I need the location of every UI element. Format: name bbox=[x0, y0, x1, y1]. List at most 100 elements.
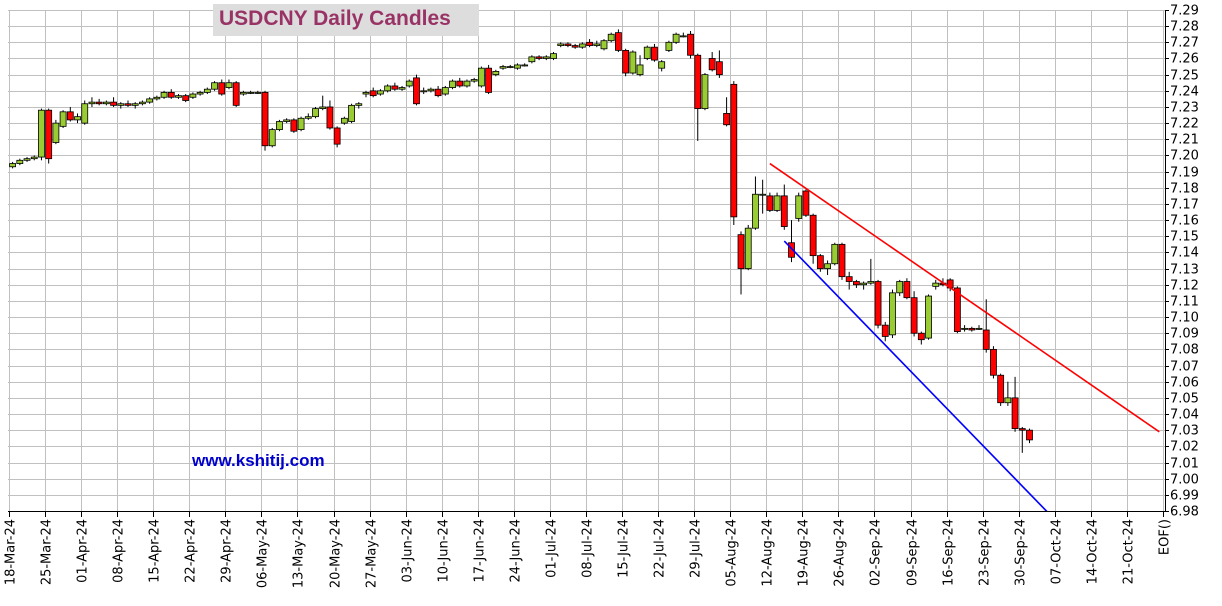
candle-body bbox=[694, 54, 702, 109]
candle-body bbox=[463, 80, 471, 87]
candle-body bbox=[845, 276, 853, 282]
x-tick-label: 18-Mar-24 bbox=[4, 519, 19, 585]
candle-body bbox=[355, 103, 363, 106]
candle-body bbox=[74, 116, 81, 121]
y-tick-label: 7.28 bbox=[1170, 20, 1199, 35]
x-tick-label: 08-Jul-24 bbox=[581, 519, 596, 578]
candle-body bbox=[730, 83, 738, 218]
watermark-link[interactable]: www.kshitij.com bbox=[192, 451, 325, 470]
candle-body bbox=[45, 109, 53, 160]
y-tick-label: 7.21 bbox=[1170, 133, 1199, 148]
x-tick-label: 02-Sep-24 bbox=[869, 519, 884, 586]
candle-body bbox=[261, 92, 269, 147]
candle-body bbox=[564, 43, 572, 46]
y-tick-label: 7.17 bbox=[1170, 198, 1199, 213]
candle-body bbox=[30, 156, 38, 160]
candle-body bbox=[521, 64, 529, 67]
candle-body bbox=[773, 195, 781, 211]
x-tick-label: 01-Jul-24 bbox=[545, 519, 560, 578]
candle-body bbox=[283, 119, 291, 122]
candle-body bbox=[571, 45, 579, 48]
candle-body bbox=[239, 92, 247, 95]
x-tick-label: 23-Sep-24 bbox=[978, 519, 993, 586]
candle-body bbox=[319, 106, 327, 109]
candle-body bbox=[593, 43, 601, 46]
x-tick-label: 07-Oct-24 bbox=[1050, 519, 1065, 584]
x-tick-label: EOF() bbox=[1158, 519, 1173, 555]
candle-body bbox=[535, 56, 543, 59]
candle-body bbox=[824, 263, 831, 269]
candle-body bbox=[867, 281, 875, 284]
y-tick-label: 7.24 bbox=[1170, 85, 1199, 100]
candle-body bbox=[117, 103, 125, 106]
candle-body bbox=[95, 101, 103, 105]
candle-body bbox=[961, 327, 968, 330]
x-tick-label: 21-Oct-24 bbox=[1122, 519, 1137, 584]
candle-body bbox=[456, 80, 464, 87]
y-tick-label: 7.06 bbox=[1170, 376, 1199, 391]
candle-body bbox=[903, 281, 911, 299]
x-tick-label: 17-Jun-24 bbox=[473, 519, 488, 583]
candle-body bbox=[369, 90, 377, 97]
x-tick-label: 19-Aug-24 bbox=[797, 519, 812, 587]
x-tick-label: 30-Sep-24 bbox=[1014, 519, 1029, 586]
candle-body bbox=[1004, 397, 1012, 404]
candle-body bbox=[816, 255, 824, 269]
candle-body bbox=[492, 71, 500, 76]
candle-body bbox=[485, 67, 492, 93]
candle-body bbox=[615, 32, 622, 51]
candle-body bbox=[1026, 429, 1033, 441]
x-tick-label: 26-Aug-24 bbox=[833, 519, 848, 587]
candle-body bbox=[211, 82, 218, 90]
y-tick-label: 7.27 bbox=[1170, 36, 1199, 51]
candle-body bbox=[889, 292, 896, 336]
candle-body bbox=[175, 95, 182, 98]
candle-body bbox=[723, 113, 730, 126]
candle-body bbox=[975, 327, 983, 330]
y-tick-label: 7.04 bbox=[1170, 408, 1199, 423]
candle-body bbox=[542, 56, 550, 59]
candle-body bbox=[247, 92, 255, 94]
candle-body bbox=[802, 190, 810, 216]
candle-body bbox=[102, 101, 110, 105]
trendline bbox=[769, 162, 1160, 433]
y-tick-label: 7.10 bbox=[1170, 311, 1199, 326]
candle-body bbox=[441, 87, 449, 95]
candle-body bbox=[348, 104, 355, 122]
candle-body bbox=[167, 92, 175, 98]
candle-body bbox=[59, 111, 67, 127]
x-tick-label: 27-May-24 bbox=[365, 519, 380, 588]
candle-body bbox=[384, 85, 392, 92]
candle-body bbox=[477, 67, 485, 87]
candle-body bbox=[66, 111, 74, 121]
x-tick-label: 24-Jun-24 bbox=[509, 519, 524, 583]
candle-body bbox=[788, 242, 795, 258]
candle-body bbox=[232, 82, 240, 106]
chart-title-box bbox=[213, 4, 479, 36]
candle-body bbox=[268, 129, 276, 147]
candle-body bbox=[506, 66, 514, 68]
candle-body bbox=[160, 92, 168, 98]
candle-body bbox=[860, 282, 868, 286]
x-tick-label: 03-Jun-24 bbox=[401, 519, 416, 583]
candle-body bbox=[290, 119, 298, 132]
x-tick-label: 20-May-24 bbox=[329, 519, 344, 588]
candle-body bbox=[420, 90, 428, 93]
x-tick-label: 05-Aug-24 bbox=[725, 519, 740, 587]
y-tick-label: 7.29 bbox=[1170, 4, 1199, 19]
candle-body bbox=[405, 80, 413, 87]
candle-body bbox=[254, 92, 262, 94]
candle-body bbox=[38, 109, 45, 158]
candle-body bbox=[304, 116, 312, 119]
candle-body bbox=[737, 234, 745, 269]
candle-body bbox=[557, 43, 565, 46]
candle-body bbox=[651, 46, 658, 61]
candle-body bbox=[470, 79, 478, 82]
candle-body bbox=[917, 332, 925, 341]
y-tick-label: 6.98 bbox=[1170, 505, 1199, 520]
candle-body bbox=[550, 53, 557, 59]
candle-body bbox=[297, 117, 305, 130]
x-tick-label: 01-Apr-24 bbox=[76, 519, 91, 583]
y-tick-label: 7.11 bbox=[1170, 295, 1199, 310]
candle-body bbox=[953, 287, 961, 333]
